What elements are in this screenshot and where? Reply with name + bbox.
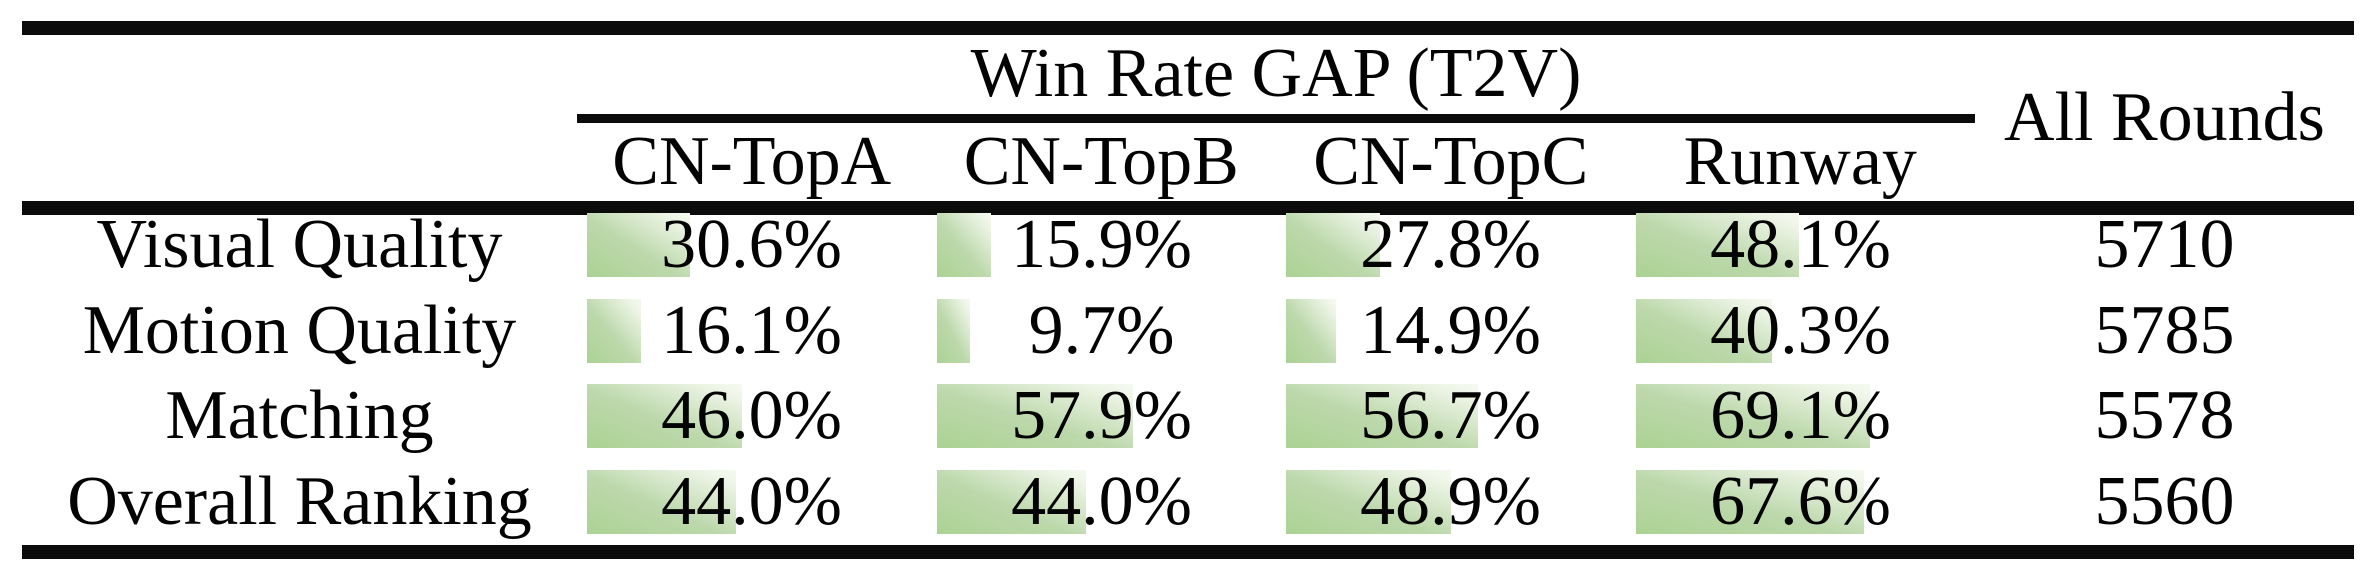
column-header-cn-topc: CN-TopC xyxy=(1313,123,1589,200)
value-cell: 48.1% xyxy=(1626,202,1975,288)
column-header-cn-topa: CN-TopA xyxy=(612,123,892,200)
value-cell: 16.1% xyxy=(577,288,926,374)
all-rounds-value: 5560 xyxy=(2094,463,2235,540)
win-rate-bar xyxy=(587,213,691,277)
win-rate-value: 27.8% xyxy=(1360,206,1541,283)
win-rate-bar xyxy=(937,213,991,277)
row-label: Motion Quality xyxy=(82,292,517,369)
group-header-win-rate-gap: Win Rate GAP (T2V) xyxy=(970,34,1582,112)
value-cell: 46.0% xyxy=(577,373,926,459)
win-rate-value: 48.9% xyxy=(1360,463,1541,540)
value-cell: 15.9% xyxy=(927,202,1276,288)
win-rate-value: 67.6% xyxy=(1710,463,1891,540)
win-rate-value: 44.0% xyxy=(661,463,842,540)
value-cell: 30.6% xyxy=(577,202,926,288)
win-rate-value: 14.9% xyxy=(1360,292,1541,369)
value-cell: 14.9% xyxy=(1276,288,1625,374)
row-label: Overall Ranking xyxy=(67,463,532,540)
win-rate-value: 9.7% xyxy=(1028,292,1175,369)
value-cell: 9.7% xyxy=(927,288,1276,374)
win-rate-bar xyxy=(937,470,1086,534)
win-rate-value: 15.9% xyxy=(1011,206,1192,283)
win-rate-bar xyxy=(1636,299,1773,363)
row-label: Visual Quality xyxy=(96,206,503,283)
win-rate-bar xyxy=(1286,213,1380,277)
win-rate-bar xyxy=(1636,470,1865,534)
row-label: Matching xyxy=(165,377,434,454)
win-rate-value: 46.0% xyxy=(661,377,842,454)
win-rate-bar xyxy=(1286,299,1337,363)
value-cell: 57.9% xyxy=(927,373,1276,459)
value-cell: 44.0% xyxy=(577,459,926,545)
value-cell: 27.8% xyxy=(1276,202,1625,288)
group-header-underline-rule xyxy=(577,114,1975,123)
win-rate-value: 44.0% xyxy=(1011,463,1192,540)
table-row: Overall Ranking 44.0% 44.0% 48.9% 67.6% … xyxy=(0,459,2376,545)
win-rate-bar xyxy=(587,299,642,363)
value-cell: 40.3% xyxy=(1626,288,1975,374)
value-cell: 56.7% xyxy=(1276,373,1625,459)
win-rate-bar xyxy=(1636,384,1870,448)
value-cell: 48.9% xyxy=(1276,459,1625,545)
win-rate-value: 30.6% xyxy=(661,206,842,283)
win-rate-value: 40.3% xyxy=(1710,292,1891,369)
table-bottom-rule xyxy=(22,545,2354,559)
value-cell: 67.6% xyxy=(1626,459,1975,545)
value-cell: 69.1% xyxy=(1626,373,1975,459)
all-rounds-value: 5710 xyxy=(2094,206,2235,283)
win-rate-value: 57.9% xyxy=(1011,377,1192,454)
method-column-headers: CN-TopA CN-TopB CN-TopC Runway xyxy=(577,123,1975,201)
win-rate-value: 56.7% xyxy=(1360,377,1541,454)
win-rate-bar xyxy=(937,299,970,363)
win-rate-value: 69.1% xyxy=(1710,377,1891,454)
all-rounds-value: 5785 xyxy=(2094,292,2235,369)
column-header-cn-topb: CN-TopB xyxy=(963,123,1239,200)
table-row: Motion Quality 16.1% 9.7% 14.9% 40.3% 57… xyxy=(0,288,2376,374)
all-rounds-value: 5578 xyxy=(2094,377,2235,454)
win-rate-value: 48.1% xyxy=(1710,206,1891,283)
value-cell: 44.0% xyxy=(927,459,1276,545)
header-separator-rule xyxy=(22,201,2354,215)
table-top-rule xyxy=(22,21,2354,35)
column-header-all-rounds: All Rounds xyxy=(2004,79,2325,156)
column-header-runway: Runway xyxy=(1683,123,1917,200)
win-rate-bar xyxy=(1286,384,1478,448)
win-rate-value: 16.1% xyxy=(661,292,842,369)
table-row: Visual Quality 30.6% 15.9% 27.8% 48.1% 5… xyxy=(0,202,2376,288)
table-row: Matching 46.0% 57.9% 56.7% 69.1% 5578 xyxy=(0,373,2376,459)
win-rate-bar xyxy=(937,384,1133,448)
win-rate-bar xyxy=(1636,213,1799,277)
win-rate-bar xyxy=(1286,470,1452,534)
win-rate-bar xyxy=(587,470,736,534)
win-rate-bar xyxy=(587,384,743,448)
